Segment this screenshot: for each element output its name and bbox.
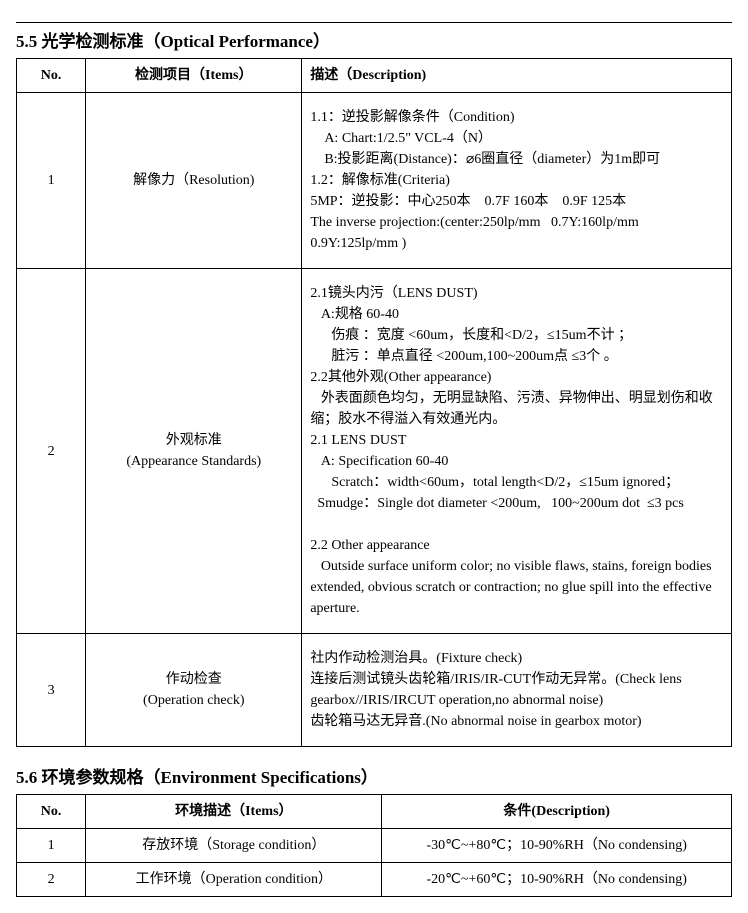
cell-item: 存放环境（Storage condition） (86, 829, 382, 863)
cell-item: 解像力（Resolution) (86, 93, 302, 269)
cell-no: 1 (17, 829, 86, 863)
cell-no: 2 (17, 269, 86, 634)
cell-desc: 社内作动检测治具。(Fixture check) 连接后测试镜头齿轮箱/IRIS… (302, 634, 732, 747)
header-desc: 条件(Description) (382, 795, 732, 829)
table-row: 1 存放环境（Storage condition） -30℃~+80℃；10-9… (17, 829, 732, 863)
header-items: 检测项目（Items） (86, 59, 302, 93)
table-row: 2 工作环境（Operation condition） -20℃~+60℃；10… (17, 863, 732, 897)
table-row: 2 外观标准 (Appearance Standards) 2.1镜头内污（LE… (17, 269, 732, 634)
cell-no: 1 (17, 93, 86, 269)
cell-desc: 2.1镜头内污（LENS DUST) A:规格 60-40 伤痕 ：宽度 <60… (302, 269, 732, 634)
header-items: 环境描述（Items） (86, 795, 382, 829)
spacer (16, 747, 732, 757)
section-5-5-title: 5.5 光学检测标准（Optical Performance） (16, 22, 732, 52)
cell-item: 工作环境（Operation condition） (86, 863, 382, 897)
table-header-row: No. 检测项目（Items） 描述（Description) (17, 59, 732, 93)
cell-desc: -20℃~+60℃；10-90%RH（No condensing) (382, 863, 732, 897)
header-no: No. (17, 59, 86, 93)
cell-desc: -30℃~+80℃；10-90%RH（No condensing) (382, 829, 732, 863)
cell-no: 3 (17, 634, 86, 747)
optical-performance-table: No. 检测项目（Items） 描述（Description) 1 解像力（Re… (16, 58, 732, 747)
table-row: 3 作动检查 (Operation check) 社内作动检测治具。(Fixtu… (17, 634, 732, 747)
cell-desc: 1.1：逆投影解像条件（Condition) A: Chart:1/2.5" V… (302, 93, 732, 269)
table-row: 1 解像力（Resolution) 1.1：逆投影解像条件（Condition)… (17, 93, 732, 269)
cell-item: 作动检查 (Operation check) (86, 634, 302, 747)
environment-spec-table: No. 环境描述（Items） 条件(Description) 1 存放环境（S… (16, 794, 732, 897)
table-header-row: No. 环境描述（Items） 条件(Description) (17, 795, 732, 829)
cell-no: 2 (17, 863, 86, 897)
section-5-6-title: 5.6 环境参数规格（Environment Specifications） (16, 763, 732, 788)
cell-item: 外观标准 (Appearance Standards) (86, 269, 302, 634)
header-no: No. (17, 795, 86, 829)
header-desc: 描述（Description) (302, 59, 732, 93)
